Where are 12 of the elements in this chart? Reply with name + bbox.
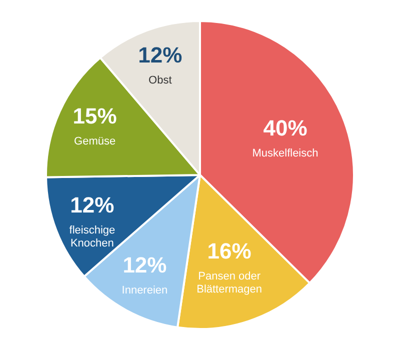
slice-label: fleischige Knochen <box>69 224 116 250</box>
slice-label: Pansen oder Blättermagen <box>196 270 262 296</box>
slice-label: Obst <box>148 74 172 87</box>
data-label: 12% <box>138 42 182 68</box>
data-label: 15% <box>72 103 117 128</box>
slice-label: Innereien <box>122 284 168 296</box>
data-label: 12% <box>122 252 167 278</box>
slice-label: Gemüse <box>74 135 116 148</box>
data-label: 12% <box>70 192 114 218</box>
data-label: 40% <box>263 115 308 140</box>
slice-label: Muskelfleisch <box>252 147 318 160</box>
data-label: 16% <box>207 238 252 264</box>
